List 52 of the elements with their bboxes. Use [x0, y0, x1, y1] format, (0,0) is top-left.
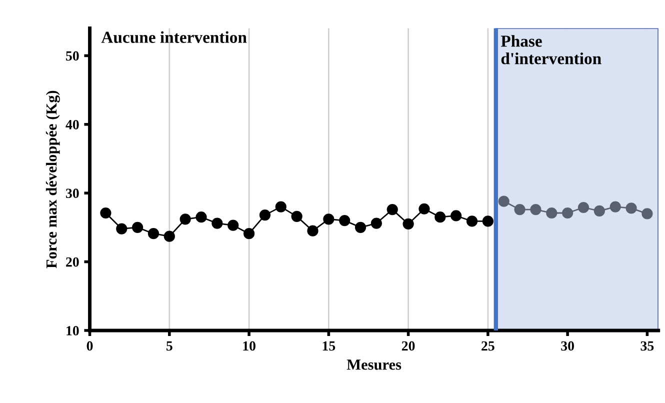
annotation: Aucune intervention [101, 31, 247, 43]
point [354, 222, 366, 233]
y-tick-label: 10 [66, 326, 79, 336]
point [180, 214, 191, 225]
point [578, 202, 590, 214]
point [530, 204, 542, 216]
point [402, 218, 414, 230]
point [370, 218, 382, 229]
point [259, 210, 271, 221]
x-axis-title: Mesures [346, 360, 402, 370]
point [212, 218, 223, 229]
x-tick-label: 35 [640, 341, 654, 351]
point [196, 212, 207, 223]
y-tick-label: 50 [66, 51, 79, 61]
point [466, 216, 478, 227]
y-tick-label: 20 [66, 257, 79, 267]
point [562, 207, 574, 219]
point [100, 207, 112, 219]
point [339, 214, 350, 226]
x-tick-label: 20 [402, 341, 415, 351]
point [275, 201, 286, 212]
point [546, 207, 558, 219]
x-tick-label: 15 [322, 341, 336, 351]
band-label: Phase d'intervention [500, 35, 602, 64]
point [482, 216, 494, 227]
x-tick-label: 10 [243, 341, 256, 351]
point [450, 210, 462, 222]
x-tick-label: 5 [166, 341, 172, 351]
point [594, 205, 605, 216]
point [386, 204, 398, 216]
x-tick-label: 0 [86, 341, 93, 351]
point [164, 230, 175, 242]
point [514, 204, 526, 216]
point [642, 208, 653, 220]
point [434, 212, 446, 223]
point [243, 228, 255, 240]
y-tick-label: 30 [66, 188, 79, 198]
x-tick-label: 25 [482, 341, 494, 351]
point [498, 196, 510, 207]
point [228, 220, 239, 231]
point [626, 202, 637, 214]
point [148, 228, 160, 240]
point [610, 201, 621, 212]
y-axis-title: Force max développée (Kg) [46, 90, 60, 268]
point [132, 222, 144, 233]
point [418, 203, 430, 214]
point [307, 225, 318, 236]
x-tick-label: 30 [561, 341, 574, 351]
point [116, 223, 128, 234]
point [291, 210, 302, 222]
y-tick-label: 40 [66, 120, 79, 130]
point [323, 214, 334, 225]
